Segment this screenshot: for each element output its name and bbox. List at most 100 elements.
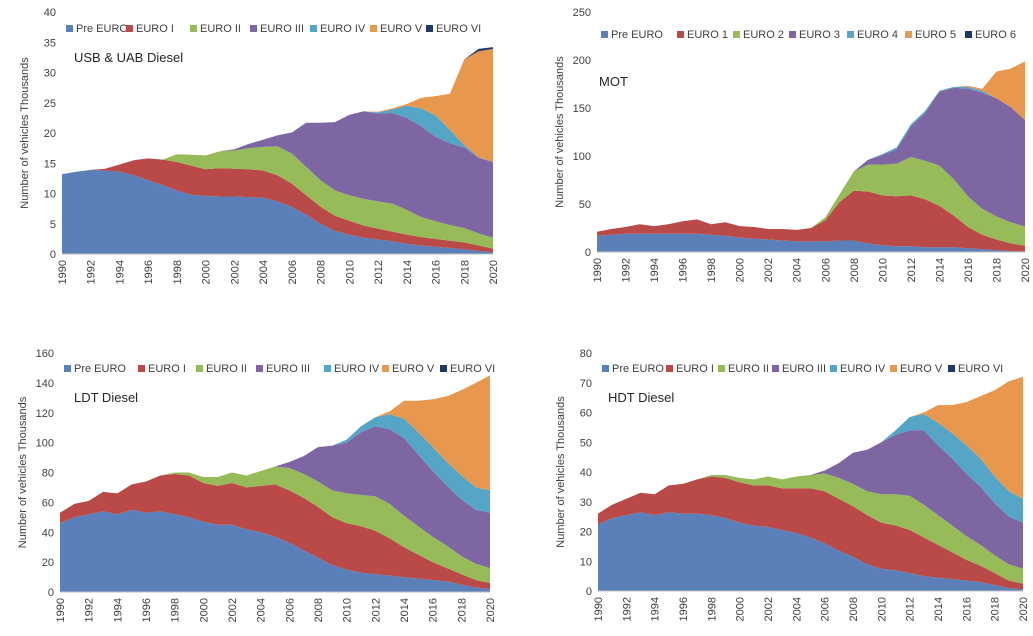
- y-tick-label: 0: [48, 587, 54, 599]
- legend-swatch: [370, 25, 377, 32]
- x-tick-label: 2014: [934, 258, 946, 282]
- x-tick-label: 2008: [313, 598, 325, 622]
- y-tick-label: 0: [586, 586, 592, 598]
- legend-label: Pre EURO: [76, 23, 128, 35]
- legend-label: EURO II: [206, 363, 247, 375]
- chart-panel-1: 0 5 10 15 20 25 30 35 40 1990 1992 1994 1996 1998 2000…: [19, 7, 500, 284]
- x-tick-label: 2014: [933, 597, 945, 621]
- legend-swatch: [310, 25, 317, 32]
- y-tick-label: 70: [580, 378, 592, 390]
- legend-label: EURO III: [260, 23, 304, 35]
- legend-swatch: [948, 365, 955, 372]
- x-tick-label: 1992: [86, 260, 98, 284]
- y-axis-label: Number of vehicles Thousands: [17, 396, 29, 548]
- legend-label: EURO I: [676, 363, 714, 375]
- area-series-4: [598, 430, 1023, 569]
- y-tick-label: 20: [42, 557, 54, 569]
- y-tick-label: 100: [36, 438, 54, 450]
- legend-entry: EURO III: [250, 23, 304, 35]
- legend-swatch: [138, 365, 145, 372]
- y-axis-label: Number of vehicles Thousands: [19, 57, 31, 209]
- legend-label: EURO VI: [958, 363, 1003, 375]
- area-series-4: [60, 426, 490, 569]
- y-tick-label: 35: [44, 37, 56, 49]
- legend-swatch: [196, 365, 203, 372]
- x-tick-label: 2002: [763, 597, 775, 621]
- x-tick-label: 2006: [820, 258, 832, 282]
- legend-entry: EURO V: [370, 23, 423, 35]
- legend-label: EURO 5: [915, 29, 956, 41]
- legend-label: EURO V: [380, 23, 423, 35]
- legend-swatch: [601, 31, 608, 38]
- y-axis-label: Number of vehicles Thousands: [554, 56, 566, 208]
- chart-title: HDT Diesel: [608, 390, 674, 405]
- legend-label: EURO VI: [436, 23, 481, 35]
- legend-label: EURO 3: [799, 29, 840, 41]
- x-tick-label: 2016: [428, 598, 440, 622]
- legend-entry: EURO II: [190, 23, 241, 35]
- x-tick-label: 1994: [650, 597, 662, 621]
- y-tick-label: 140: [36, 378, 54, 390]
- legend-entry: Pre EURO: [601, 29, 663, 41]
- y-tick-label: 10: [580, 556, 592, 568]
- legend-label: EURO III: [782, 363, 826, 375]
- legend-swatch: [965, 31, 972, 38]
- legend-swatch: [126, 25, 133, 32]
- y-tick-label: 160: [36, 348, 54, 360]
- x-tick-label: 2012: [373, 260, 385, 284]
- x-tick-label: 2000: [735, 258, 747, 282]
- x-tick-label: 1996: [678, 597, 690, 621]
- legend-swatch: [440, 365, 447, 372]
- y-tick-label: 5: [50, 219, 56, 231]
- x-tick-label: 2016: [963, 258, 975, 282]
- x-tick-label: 2014: [402, 260, 414, 284]
- x-tick-label: 1990: [592, 258, 604, 282]
- x-tick-label: 2020: [485, 598, 497, 622]
- y-tick-label: 80: [42, 468, 54, 480]
- y-tick-label: 120: [36, 408, 54, 420]
- legend-entry: EURO II: [718, 363, 769, 375]
- legend-entry: EURO 5: [905, 29, 956, 41]
- x-tick-label: 2006: [284, 598, 296, 622]
- legend-label: EURO II: [728, 363, 769, 375]
- x-tick-label: 2008: [848, 597, 860, 621]
- chart-panel-4: 0 10 20 30 40 50 60 70 80 1990 1992 1994 1996 1998 200…: [555, 348, 1030, 621]
- x-tick-label: 2018: [459, 260, 471, 284]
- x-tick-label: 2010: [876, 597, 888, 621]
- y-tick-label: 80: [580, 348, 592, 360]
- x-tick-label: 2010: [877, 258, 889, 282]
- x-tick-label: 2018: [991, 258, 1003, 282]
- x-tick-label: 2020: [488, 260, 500, 284]
- x-tick-label: 1992: [621, 597, 633, 621]
- x-tick-label: 2014: [399, 598, 411, 622]
- legend-swatch: [602, 365, 609, 372]
- y-tick-label: 60: [580, 408, 592, 420]
- x-tick-label: 1998: [172, 260, 184, 284]
- area-series-3: [598, 473, 1023, 584]
- legend-label: EURO III: [266, 363, 310, 375]
- legend-entry: EURO I: [666, 363, 714, 375]
- legend-swatch: [66, 25, 73, 32]
- x-tick-label: 1990: [593, 597, 605, 621]
- legend-entry: EURO I: [138, 363, 186, 375]
- legend-entry: EURO 6: [965, 29, 1016, 41]
- legend-swatch: [890, 365, 897, 372]
- legend-entry: EURO II: [196, 363, 247, 375]
- legend-label: Pre EURO: [74, 363, 126, 375]
- legend-entry: EURO V: [890, 363, 943, 375]
- legend-entry: EURO IV: [310, 23, 366, 35]
- legend-swatch: [666, 365, 673, 372]
- legend-swatch: [718, 365, 725, 372]
- area-series-4: [597, 87, 1025, 232]
- y-tick-label: 20: [580, 527, 592, 539]
- x-tick-label: 2002: [229, 260, 241, 284]
- area-series-1: [60, 509, 490, 592]
- x-tick-label: 1992: [621, 258, 633, 282]
- area-series-3: [62, 146, 493, 249]
- x-tick-label: 2002: [227, 598, 239, 622]
- legend-entry: EURO IV: [324, 363, 380, 375]
- chart-panel-3: 0 20 40 60 80 100 120 140 160 1990 1992 1994 1996 199…: [17, 348, 497, 622]
- area-series-2: [597, 190, 1025, 252]
- legend-entry: Pre EURO: [66, 23, 128, 35]
- x-tick-label: 1994: [649, 258, 661, 282]
